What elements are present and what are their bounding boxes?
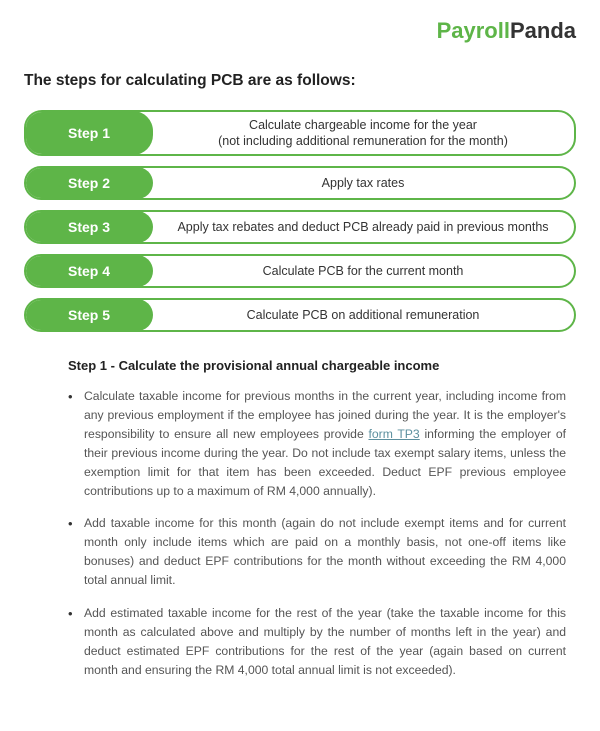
step-desc: Apply tax rates	[152, 168, 574, 198]
step-label: Step 5	[25, 299, 153, 331]
step-desc: Calculate chargeable income for the year…	[152, 112, 574, 154]
brand-part1: Payroll	[437, 18, 510, 43]
step-desc: Apply tax rebates and deduct PCB already…	[152, 212, 574, 242]
form-tp3-link[interactable]: form TP3	[368, 427, 419, 441]
bullet-3: Add estimated taxable income for the res…	[68, 604, 566, 680]
step-desc-line1: Apply tax rates	[322, 175, 405, 191]
step-desc: Calculate PCB on additional remuneration	[152, 300, 574, 330]
step-desc-line1: Calculate PCB for the current month	[263, 263, 464, 279]
step-row-1: Step 1 Calculate chargeable income for t…	[24, 110, 576, 156]
step-label: Step 3	[25, 211, 153, 243]
step-desc-line1: Apply tax rebates and deduct PCB already…	[177, 219, 548, 235]
step-row-2: Step 2 Apply tax rates	[24, 166, 576, 200]
brand-part2: Panda	[510, 18, 576, 43]
step-label: Step 2	[25, 167, 153, 199]
bullet-1: Calculate taxable income for previous mo…	[68, 387, 566, 500]
brand-logo: PayrollPanda	[24, 18, 576, 44]
step-desc: Calculate PCB for the current month	[152, 256, 574, 286]
step-row-3: Step 3 Apply tax rebates and deduct PCB …	[24, 210, 576, 244]
step-label: Step 1	[25, 111, 153, 155]
step-row-5: Step 5 Calculate PCB on additional remun…	[24, 298, 576, 332]
step-row-4: Step 4 Calculate PCB for the current mon…	[24, 254, 576, 288]
step-desc-line1: Calculate chargeable income for the year	[249, 117, 477, 133]
steps-list: Step 1 Calculate chargeable income for t…	[24, 110, 576, 332]
step-label: Step 4	[25, 255, 153, 287]
bullet-2: Add taxable income for this month (again…	[68, 514, 566, 590]
detail-title: Step 1 - Calculate the provisional annua…	[68, 358, 576, 373]
step-desc-line1: Calculate PCB on additional remuneration	[247, 307, 480, 323]
detail-list: Calculate taxable income for previous mo…	[68, 387, 566, 680]
step-desc-line2: (not including additional remuneration f…	[218, 133, 508, 149]
section-title: The steps for calculating PCB are as fol…	[24, 72, 576, 90]
